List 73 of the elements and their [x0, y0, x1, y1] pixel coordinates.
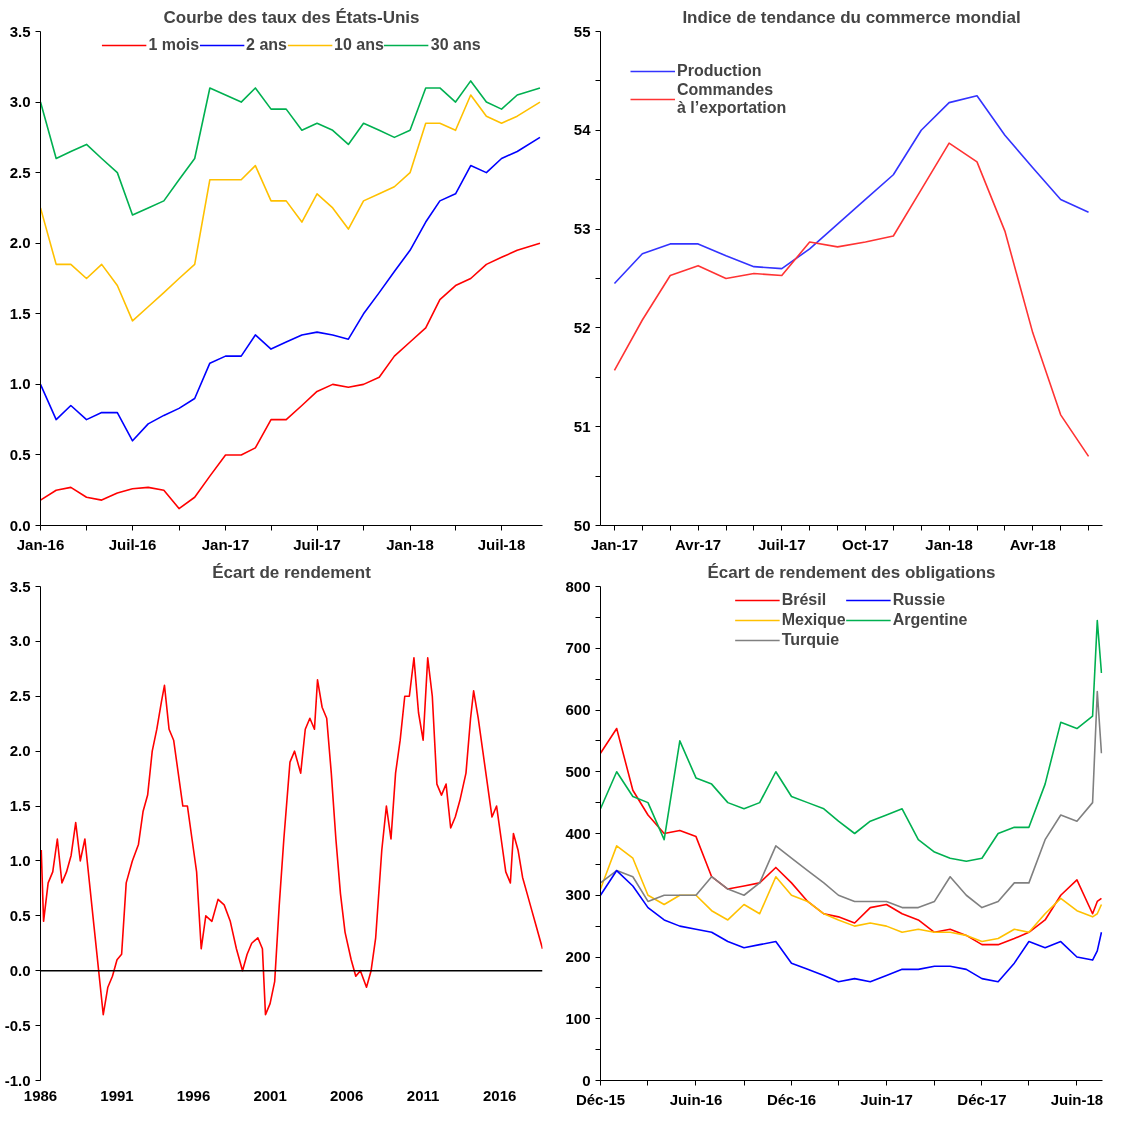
y-tick-label: 0.0	[9, 516, 31, 534]
y-tick-label: 0.0	[9, 961, 31, 979]
y-tick-label: 0.5	[9, 906, 31, 924]
chart-title: Écart de rendement	[212, 562, 372, 582]
y-tick-label: 200	[565, 948, 591, 965]
x-tick-label: Avr-18	[1009, 535, 1056, 553]
y-tick-label: 53	[573, 220, 591, 238]
y-tick-label: 300	[565, 886, 591, 904]
y-tick-label: 0.5	[9, 445, 31, 463]
x-tick-label: 1986	[23, 1086, 58, 1104]
legend-label: 30 ans	[430, 36, 481, 54]
y-tick-label: 2.5	[9, 163, 31, 181]
chart-title: Écart de rendement des obligations	[707, 562, 996, 582]
y-tick-label: 2.5	[9, 687, 31, 705]
y-tick-label: 1.5	[9, 304, 31, 322]
x-tick-label: Jan-17	[201, 535, 250, 553]
y-tick-label: 600	[565, 701, 591, 718]
x-tick-label: 2006	[329, 1086, 364, 1104]
x-tick-label: 1991	[100, 1086, 134, 1104]
y-tick-label: 1.0	[9, 851, 31, 869]
y-tick-label: -1.0	[4, 1071, 31, 1089]
legend-label: Commandes à l’exportation	[677, 81, 787, 117]
y-tick-label: 55	[573, 22, 591, 40]
y-tick-label: 3.5	[9, 577, 31, 595]
x-tick-label: 2001	[253, 1086, 287, 1104]
y-tick-label: 2.0	[9, 742, 31, 760]
y-tick-label: 700	[565, 639, 591, 657]
x-tick-label: Jan-17	[590, 535, 639, 553]
x-tick-label: Juin-18	[1050, 1090, 1104, 1108]
x-tick-label: Déc-17	[957, 1090, 1007, 1108]
legend-label: 10 ans	[333, 36, 384, 54]
y-tick-label: -0.5	[4, 1016, 31, 1034]
x-tick-label: Jan-18	[925, 535, 973, 553]
y-tick-label: 3.5	[9, 22, 31, 40]
y-tick-label: 1.5	[9, 797, 31, 815]
y-tick-label: 400	[565, 824, 591, 842]
x-tick-label: Déc-15	[575, 1090, 626, 1108]
x-tick-label: Avr-17	[675, 535, 722, 553]
legend-label: 2 ans	[246, 36, 287, 54]
x-tick-label: Juil-16	[108, 535, 157, 553]
legend-label: Brésil	[781, 591, 827, 609]
y-tick-label: 800	[565, 577, 591, 595]
x-tick-label: Juil-18	[477, 535, 526, 553]
y-tick-label: 1.0	[9, 375, 31, 393]
y-tick-label: 3.0	[9, 632, 31, 650]
y-tick-label: 50	[573, 516, 591, 534]
x-tick-label: 1996	[176, 1086, 211, 1104]
y-tick-label: 52	[573, 318, 591, 336]
y-tick-label: 51	[573, 417, 591, 435]
legend-label: 1 mois	[148, 36, 200, 54]
y-tick-label: 2.0	[9, 234, 31, 252]
legend-label: Argentine	[892, 611, 968, 629]
x-tick-label: Juil-17	[758, 535, 806, 553]
x-tick-label: Oct-17	[842, 535, 889, 553]
legend-label: Mexique	[781, 611, 846, 629]
x-tick-label: Déc-16	[766, 1090, 817, 1108]
x-tick-label: Jan-16	[16, 535, 65, 553]
y-tick-label: 500	[565, 762, 591, 780]
x-tick-label: Juin-17	[860, 1090, 913, 1108]
chart-title: Courbe des taux des États-Unis	[163, 7, 420, 27]
legend-label: Turquie	[781, 631, 840, 649]
x-tick-label: 2016	[482, 1086, 517, 1104]
chart-title: Indice de tendance du commerce mondial	[682, 7, 1021, 27]
x-tick-label: 2011	[406, 1086, 440, 1104]
y-tick-label: 3.0	[9, 93, 31, 111]
legend-label: Russie	[892, 591, 946, 609]
x-tick-label: Juil-17	[293, 535, 341, 553]
legend-label: Production	[677, 62, 762, 80]
y-tick-label: 54	[573, 121, 592, 139]
y-tick-label: 0	[582, 1071, 591, 1089]
y-tick-label: 100	[565, 1009, 591, 1027]
x-tick-label: Jan-18	[386, 535, 434, 553]
x-tick-label: Juin-16	[669, 1090, 723, 1108]
